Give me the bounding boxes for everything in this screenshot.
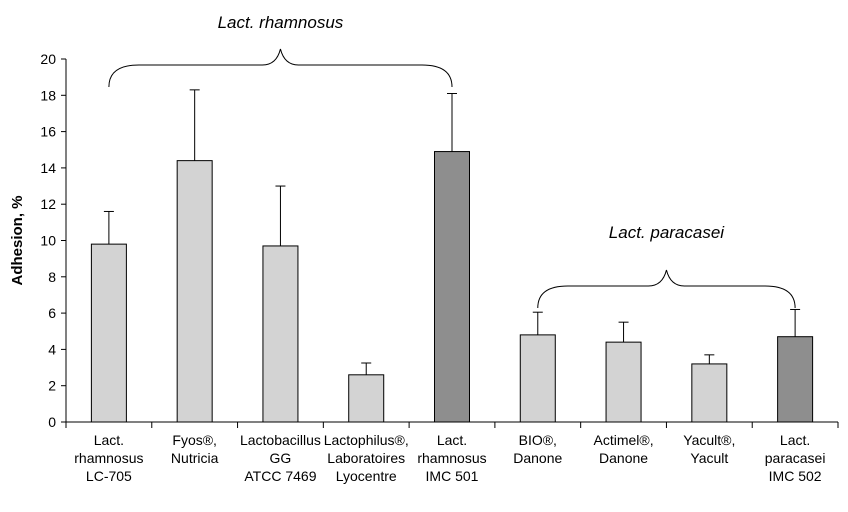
category-label: Lact.	[780, 432, 810, 448]
category-label: Lact.	[94, 432, 124, 448]
category-label: paracasei	[765, 450, 826, 466]
category-label: BIO®,	[519, 432, 557, 448]
bar	[519, 334, 556, 423]
category-label: Lactobacillus	[240, 432, 321, 448]
category-label: GG	[270, 450, 292, 466]
category-label: LC-705	[86, 468, 132, 484]
category-labels: Lact. rhamnosus LC-705 Fyos®, Nutricia Lactob…	[74, 432, 825, 484]
category-label: ATCC 7469	[244, 468, 316, 484]
y-tick-label: 14	[40, 160, 56, 176]
y-tick-label: 2	[48, 378, 56, 394]
bar	[262, 245, 299, 423]
category-label: Yacult®,	[683, 432, 735, 448]
category-label: Lact.	[437, 432, 467, 448]
bar	[348, 374, 385, 423]
bar	[605, 341, 642, 423]
category-label: Yacult	[690, 450, 728, 466]
bar	[434, 151, 470, 423]
y-tick-label: 20	[40, 51, 56, 67]
bar	[176, 160, 213, 423]
bar	[691, 363, 728, 423]
y-tick-label: 16	[40, 124, 56, 140]
category-label: Lyocentre	[336, 468, 397, 484]
y-tick-label: 6	[48, 305, 56, 321]
category-label: Fyos®,	[172, 432, 217, 448]
category-label: IMC 501	[426, 468, 479, 484]
category-label: Danone	[513, 450, 562, 466]
y-tick-label: 8	[48, 269, 56, 285]
group-bracket	[537, 269, 796, 309]
bar	[777, 336, 814, 423]
group-label: Lact. rhamnosus	[218, 13, 344, 32]
y-tick-label: 18	[40, 87, 56, 103]
category-label: rhamnosus	[74, 450, 143, 466]
group-label: Lact. paracasei	[609, 223, 726, 242]
category-label: rhamnosus	[417, 450, 486, 466]
y-tick-label: 4	[48, 341, 56, 357]
group-bracket	[108, 48, 453, 88]
category-label: Actimel®,	[594, 432, 654, 448]
bars	[90, 151, 814, 423]
group-brackets: Lact. rhamnosus Lact. paracasei	[108, 13, 796, 309]
category-label: Danone	[599, 450, 648, 466]
bar	[90, 243, 127, 423]
y-tick-label: 12	[40, 196, 56, 212]
error-bars	[103, 89, 801, 375]
y-tick-label: 0	[48, 414, 56, 430]
category-label: IMC 502	[769, 468, 822, 484]
category-label: Nutricia	[171, 450, 219, 466]
category-label: Laboratoires	[327, 450, 405, 466]
y-tick-label: 10	[40, 233, 56, 249]
y-axis-label: Adhesion, %	[9, 195, 26, 285]
category-label: Lactophilus®,	[324, 432, 409, 448]
